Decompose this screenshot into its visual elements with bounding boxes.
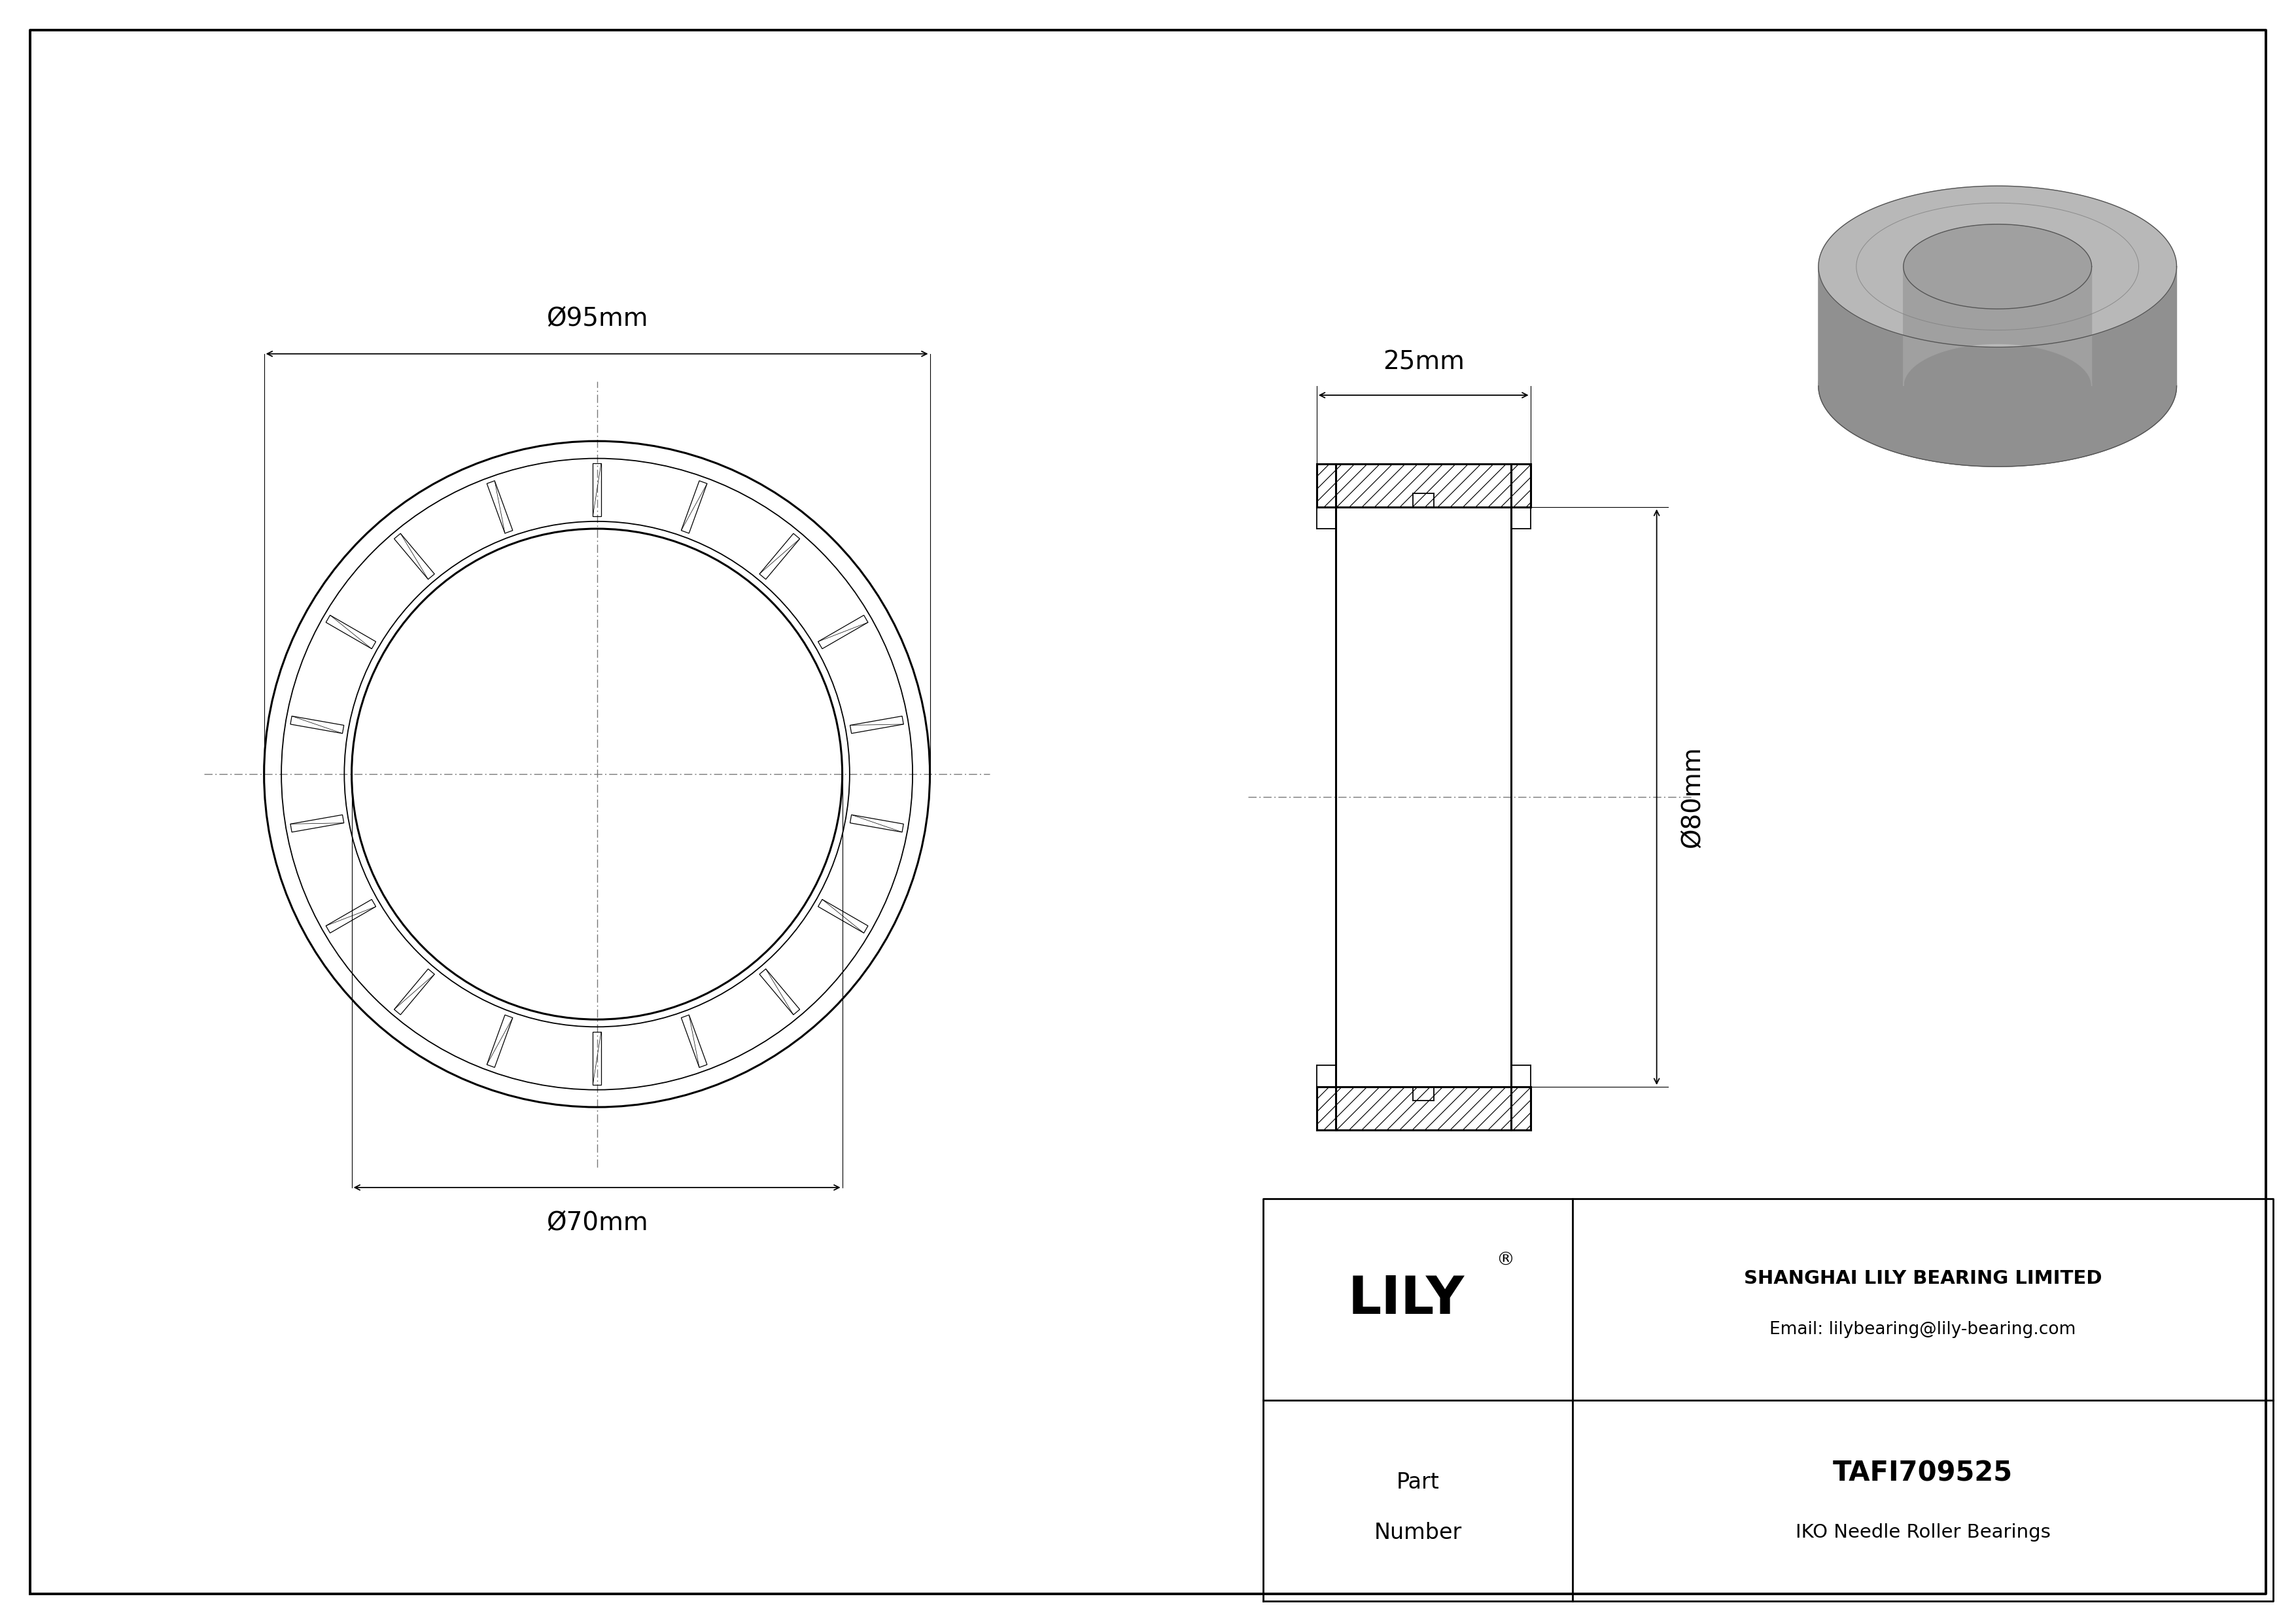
Text: ®: ® — [1497, 1250, 1513, 1270]
Text: Ø95mm: Ø95mm — [546, 305, 647, 331]
Text: IKO Needle Roller Bearings: IKO Needle Roller Bearings — [1795, 1523, 2050, 1541]
Text: Ø70mm: Ø70mm — [546, 1210, 647, 1236]
Text: Number: Number — [1373, 1522, 1463, 1543]
Text: Email: lilybearing@lily-bearing.com: Email: lilybearing@lily-bearing.com — [1770, 1320, 2076, 1338]
Text: Ø80mm: Ø80mm — [1681, 745, 1704, 848]
Polygon shape — [1903, 224, 2092, 309]
Text: 25mm: 25mm — [1382, 349, 1465, 375]
Text: Part: Part — [1396, 1471, 1440, 1492]
Polygon shape — [1903, 224, 2092, 387]
Polygon shape — [1818, 305, 2177, 466]
Text: SHANGHAI LILY BEARING LIMITED: SHANGHAI LILY BEARING LIMITED — [1745, 1270, 2101, 1288]
Polygon shape — [1818, 266, 2177, 466]
Polygon shape — [1818, 185, 2177, 348]
Text: LILY: LILY — [1348, 1273, 1465, 1325]
Text: TAFI709525: TAFI709525 — [1832, 1458, 2014, 1486]
